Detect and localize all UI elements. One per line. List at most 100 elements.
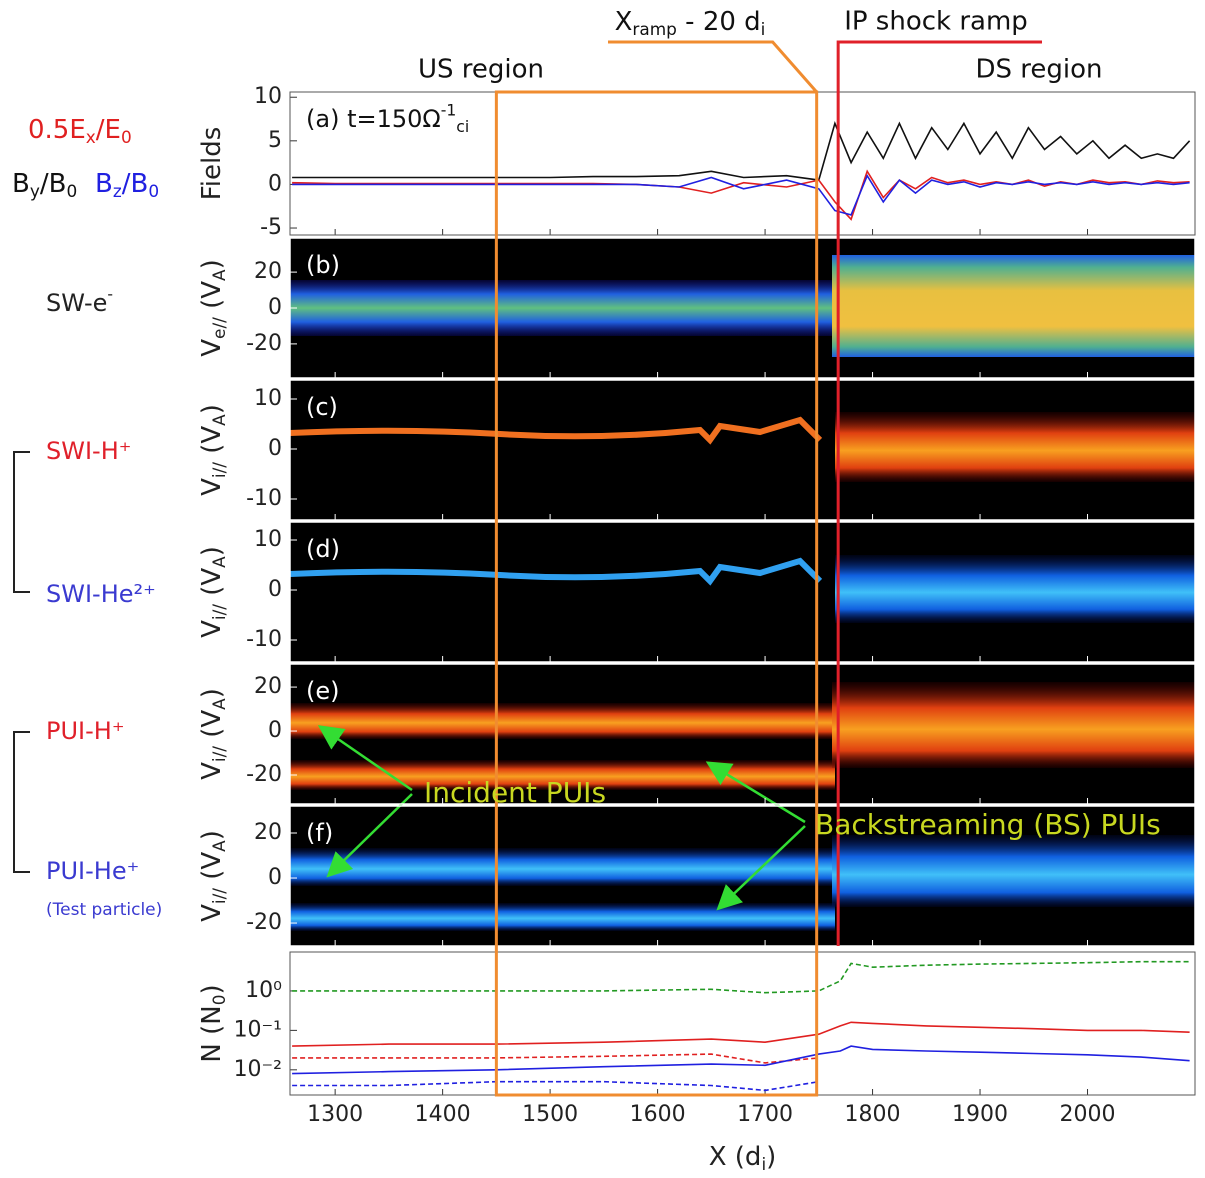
panel-frame — [289, 379, 1196, 521]
heatmaps — [289, 238, 1195, 946]
panel-label: (c) — [306, 393, 338, 421]
panel-label: (b) — [306, 251, 340, 279]
by-label-part: /B — [40, 169, 67, 199]
y-axis-label-part: ) — [197, 984, 227, 994]
x-axis-label: X (di) — [709, 1142, 777, 1174]
incident-label: Incident PUIs — [424, 776, 606, 809]
panel-bg — [290, 92, 1195, 235]
panel-frame — [289, 521, 1196, 663]
by-label-part: B — [12, 169, 30, 199]
y-axis-label-part: e// — [209, 317, 229, 339]
y-axis-label-part: A — [209, 840, 229, 852]
y-tick-label: -5 — [260, 215, 282, 240]
series-line — [292, 960, 1190, 994]
y-axis-label-part: i// — [209, 888, 229, 904]
by-label-part: y — [30, 181, 40, 201]
heatmap-band — [289, 557, 823, 586]
y-tick-label: 0 — [268, 171, 282, 196]
y-axis-label-part: i// — [209, 462, 229, 478]
y-tick-label: 20 — [254, 674, 282, 699]
panel-label-part: (d) — [306, 535, 340, 563]
species-label-part: PUI-He⁺ — [46, 857, 139, 885]
arrow — [716, 825, 806, 911]
species-label-part: PUI-H⁺ — [46, 717, 125, 745]
x-tick-label: 1500 — [522, 1102, 578, 1127]
heatmap-band — [290, 703, 835, 739]
species-label: PUI-H⁺ — [46, 717, 125, 745]
heatmap-band — [832, 682, 1195, 768]
panel-frame — [289, 237, 1196, 379]
y-tick-label: 10 — [254, 386, 282, 411]
y-tick-label: 0 — [268, 436, 282, 461]
x-ramp-leader — [608, 40, 818, 93]
heatmap-band — [835, 555, 1195, 623]
y-tick-label: 5 — [268, 128, 282, 153]
shock-label: IP shock ramp — [844, 7, 1028, 37]
y-tick-label: -10 — [246, 486, 282, 511]
x-ramp-label-part: i — [761, 19, 766, 39]
heatmap-band — [290, 903, 835, 931]
y-tick-label: 0 — [268, 295, 282, 320]
y-tick-label: 10 — [254, 527, 282, 552]
panel-label: (f) — [306, 819, 333, 847]
y-axis-label-part: N (N — [197, 1005, 227, 1062]
y-tick-label: -20 — [246, 910, 282, 935]
y-axis-label-part: i// — [209, 746, 229, 762]
y-axis-label: Ve// (VA) — [197, 259, 229, 357]
y-axis-label-part: A — [209, 698, 229, 710]
x-tick-label: 1900 — [952, 1102, 1008, 1127]
y-axis-label: Fields — [197, 127, 227, 201]
x-axis-label-part: i — [761, 1154, 766, 1174]
arrow — [326, 793, 413, 878]
x-ramp-label-part: - 20 d — [677, 7, 761, 37]
heatmap-band — [832, 835, 1195, 907]
y-tick-label: 10⁰ — [245, 978, 282, 1003]
series-line — [292, 173, 1190, 216]
y-axis-label-part: ) — [197, 259, 227, 269]
ex-label-part: /E — [96, 115, 121, 145]
test-particle-label: (Test particle) — [46, 900, 162, 920]
ds-region-label: DS region — [975, 55, 1102, 85]
x-tick-label: 1300 — [307, 1102, 363, 1127]
y-axis-label: N (N0) — [197, 984, 229, 1062]
panel-frame — [289, 805, 1196, 947]
y-tick-label: 0 — [268, 865, 282, 890]
x-tick-label: 2000 — [1060, 1102, 1116, 1127]
panel-label-part: (f) — [306, 819, 333, 847]
species-label: PUI-He⁺ — [46, 857, 139, 885]
panel-label-part: (e) — [306, 677, 340, 705]
series-line — [292, 1080, 819, 1092]
panel-label: (a) t=150Ω-1ci — [306, 101, 469, 136]
heatmap-band — [290, 280, 835, 336]
bracket — [13, 731, 30, 873]
bz-label-part: B — [95, 169, 113, 199]
y-tick-label: 10⁻² — [234, 1057, 282, 1082]
ex-label: 0.5Ex/E0 — [28, 115, 132, 147]
bz-label-part: /B — [122, 169, 149, 199]
panel-bg — [290, 952, 1195, 1095]
y-axis-label-part: V — [197, 904, 227, 922]
y-axis-label-part: 0 — [209, 995, 229, 1006]
bz-label-part: z — [113, 181, 122, 201]
y-axis-label-part: A — [209, 414, 229, 426]
x-axis-label-part: ) — [766, 1142, 776, 1172]
species-label-part: SWI-He²⁺ — [46, 580, 156, 608]
ex-label-part: 0.5E — [28, 115, 86, 145]
ex-label-part: x — [86, 127, 96, 147]
y-axis-label-part: (V — [197, 710, 227, 746]
y-axis-label: Vi// (VA) — [197, 830, 229, 922]
y-axis-label-part: A — [209, 269, 229, 281]
y-axis-label-part: V — [197, 762, 227, 780]
y-axis-label-part: Fields — [197, 127, 227, 201]
y-axis-label-part: i// — [209, 604, 229, 620]
series-line — [292, 120, 1191, 181]
y-axis-label-part: (V — [197, 852, 227, 888]
y-axis-label-part: ) — [197, 830, 227, 840]
brackets — [13, 451, 30, 873]
y-tick-label: 0 — [268, 718, 282, 743]
y-axis-label: Vi// (VA) — [197, 688, 229, 780]
y-tick-label: -10 — [246, 627, 282, 652]
us-region-label: US region — [418, 55, 544, 85]
y-axis-label-part: A — [209, 556, 229, 568]
